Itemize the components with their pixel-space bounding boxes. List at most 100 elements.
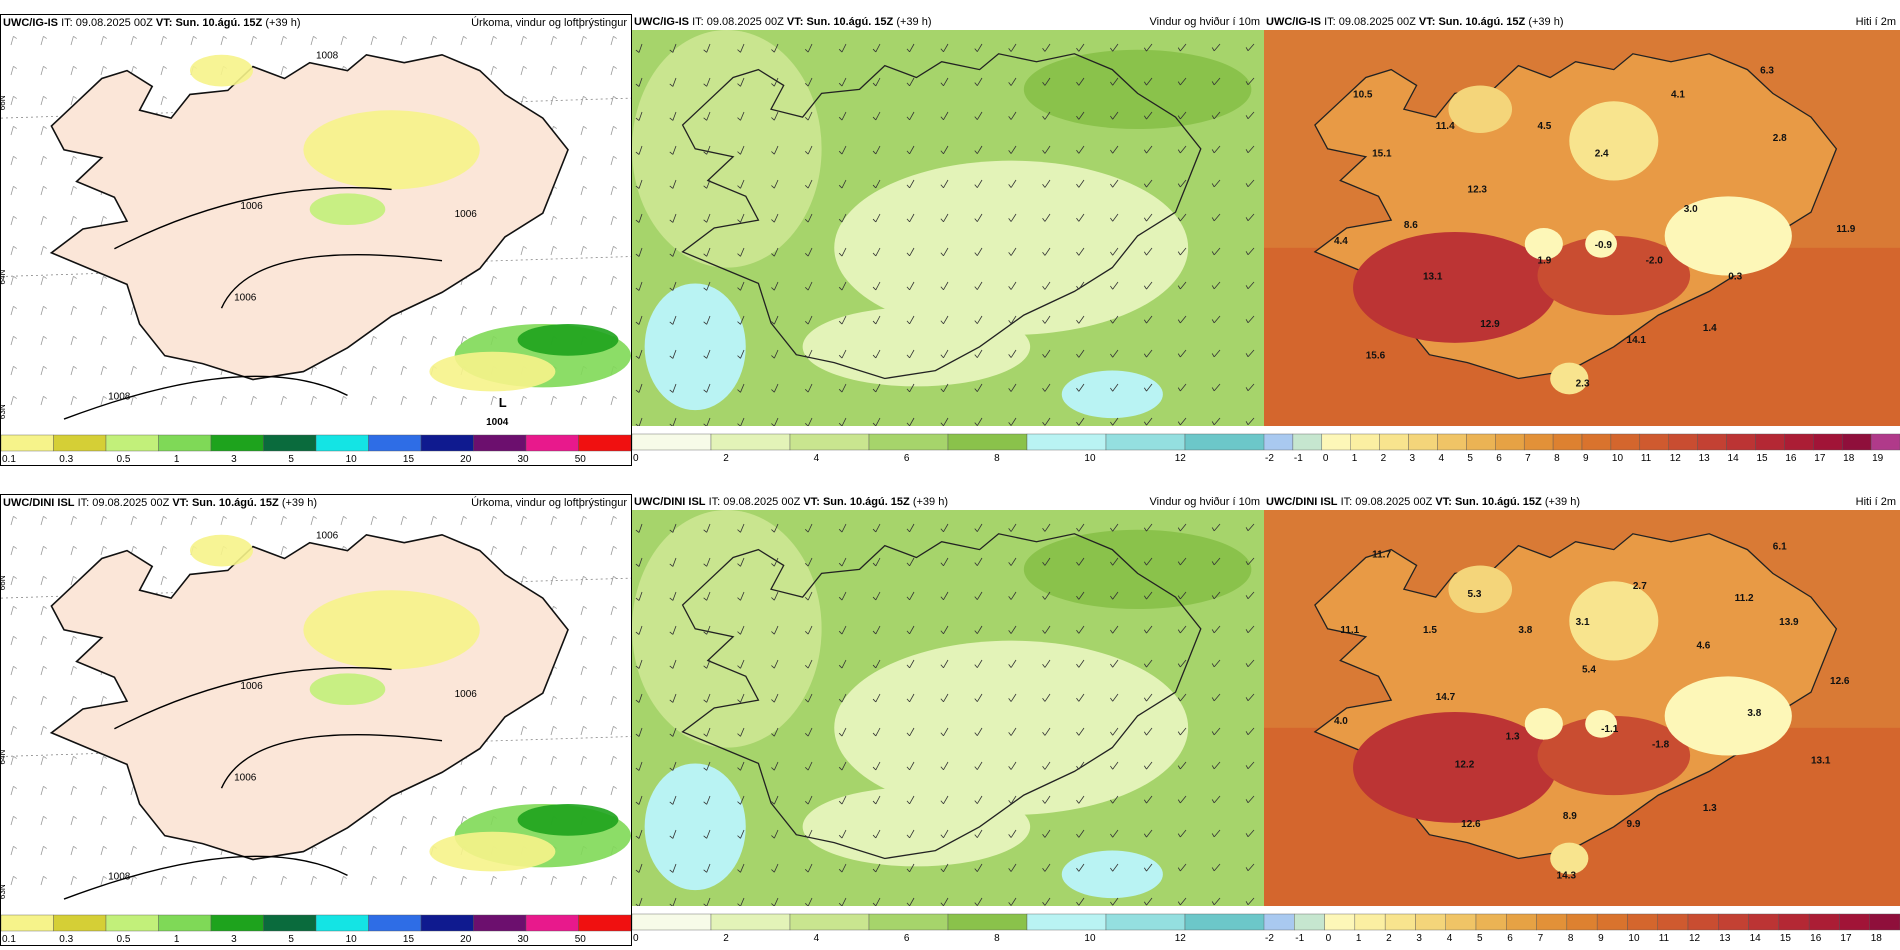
colorbar-swatch xyxy=(1415,913,1446,931)
wind-speed-area xyxy=(644,81,696,177)
colorbar-swatch xyxy=(1639,433,1669,451)
panel-title: Vindur og hviður í 10m xyxy=(1149,16,1260,28)
temp-value-label: 1.3 xyxy=(1703,803,1717,814)
colorbar-swatch xyxy=(1869,913,1900,931)
colorbar-tick-label: 30 xyxy=(517,934,529,945)
isobar-label: 1006 xyxy=(234,292,257,303)
colorbar-swatch xyxy=(947,913,1028,931)
colorbar-tick-label: 2 xyxy=(723,453,729,464)
temp-value-label: 5.3 xyxy=(1468,589,1482,600)
vt-prefix: VT: xyxy=(1418,16,1436,28)
temperature-area xyxy=(1537,715,1691,796)
isobar xyxy=(63,855,348,900)
colorbar-swatch xyxy=(1350,433,1380,451)
colorbar-swatch xyxy=(1324,913,1356,931)
colorbar-swatch xyxy=(315,434,369,452)
colorbar-swatch xyxy=(789,433,870,451)
colorbar-tick-label: 20 xyxy=(460,934,472,945)
vt-value: Sun. 10.ágú. 15Z xyxy=(806,16,894,28)
temp-map[interactable]: 11.7 6.1 5.3 2.7 11.2 13.9 11.1 1.5 3.8 3.1 4.6 5.4… xyxy=(1264,510,1900,906)
precip-area xyxy=(309,673,386,706)
colorbar-tick-label: 0 xyxy=(633,453,639,464)
colorbar-tick-label: 1 xyxy=(174,934,180,945)
precip-area xyxy=(517,804,619,836)
colorbar-swatch xyxy=(1105,913,1186,931)
wind-map[interactable] xyxy=(632,30,1264,426)
wind-speed-area xyxy=(644,763,746,891)
temp-value-label: 15.6 xyxy=(1366,351,1386,362)
temp-value-label: 13.1 xyxy=(1811,755,1831,766)
temp-value-label: 8.9 xyxy=(1563,811,1577,822)
it-value: 09.08.2025 00Z xyxy=(723,496,801,508)
colorbar-swatch xyxy=(1687,913,1719,931)
colorbar-swatch xyxy=(368,434,422,452)
colorbar-tick-label: 3 xyxy=(1416,933,1422,944)
lat-label: 66N xyxy=(1,95,7,110)
isobar-label: 1008 xyxy=(108,391,131,402)
colorbar-tick-label: -2 xyxy=(1265,453,1274,464)
colorbar-tick-label: 12 xyxy=(1689,933,1701,944)
precip-map[interactable]: 1008 1006 1006 1006 1008 L 1004 66N 64N 63N xyxy=(1,31,631,427)
temp-value-label: 12.2 xyxy=(1455,759,1475,770)
colorbar-tick-label: 50 xyxy=(575,454,587,465)
temperature-area xyxy=(1585,709,1617,738)
colorbar-tick-label: 1 xyxy=(1352,453,1358,464)
temperature-area xyxy=(1353,711,1557,823)
wind-speed-area xyxy=(1061,850,1163,899)
vt-prefix: VT: xyxy=(803,496,820,508)
iceland-outline xyxy=(681,533,1202,860)
temp-value-label: 11.1 xyxy=(1340,625,1359,636)
colorbar-tick-label: 9 xyxy=(1583,453,1589,464)
wind-speed-area xyxy=(802,787,1031,867)
colorbar-tick-label: 10 xyxy=(1612,453,1624,464)
colorbar-swatch xyxy=(158,434,212,452)
colorbar-swatch xyxy=(1668,433,1698,451)
temp-value-label: 5.4 xyxy=(1582,664,1596,675)
vt-prefix: VT: xyxy=(155,17,173,29)
colorbar-tick-label: 12 xyxy=(1175,453,1187,464)
colorbar-swatch xyxy=(1,434,54,452)
temp-value-label: 13.1 xyxy=(1423,271,1443,282)
temp-map[interactable]: 10.5 11.4 4.5 4.1 6.3 2.8 15.1 12.3 2.4 3.0 8.6 4.4… xyxy=(1264,30,1900,426)
it-prefix: IT: xyxy=(1324,16,1336,28)
precip-area xyxy=(190,54,253,87)
panel-title: Hiti í 2m xyxy=(1855,496,1896,508)
isobar-label: 1006 xyxy=(455,209,478,220)
temp-value-label: 4.1 xyxy=(1671,89,1685,100)
temp-panel-igis: UWC/IG-IS IT: 09.08.2025 00Z VT: Sun. 10… xyxy=(1264,14,1900,466)
wind-barbs xyxy=(635,43,1255,426)
vt-prefix: VT: xyxy=(1435,496,1452,508)
colorbar-tick-label: -2 xyxy=(1265,933,1274,944)
colorbar-tick-label: 14 xyxy=(1728,453,1740,464)
temp-value-label: 3.8 xyxy=(1747,708,1761,719)
colorbar-tick-label: 0 xyxy=(1326,933,1332,944)
wind-map[interactable] xyxy=(632,510,1264,906)
colorbar-swatch xyxy=(105,914,159,932)
colorbar-tick-label: 10 xyxy=(346,934,358,945)
isobar-label: 1008 xyxy=(108,871,131,882)
colorbar-tick-label: 5 xyxy=(1477,933,1483,944)
colorbar-tick-label: 8 xyxy=(1554,453,1560,464)
panel-header: UWC/DINI ISL IT: 09.08.2025 00Z VT: Sun.… xyxy=(1,495,631,511)
panel-header: UWC/DINI ISL IT: 09.08.2025 00Z VT: Sun.… xyxy=(1264,494,1900,510)
colorbar-tick-label: 1 xyxy=(1356,933,1362,944)
panel-title: Vindur og hviður í 10m xyxy=(1149,496,1260,508)
colorbar-tick-label: 10 xyxy=(346,454,358,465)
colorbar-tick-label: -1 xyxy=(1294,453,1303,464)
vt-value: Sun. 10.ágú. 15Z xyxy=(1438,16,1526,28)
temp-panel-dini: UWC/DINI ISL IT: 09.08.2025 00Z VT: Sun.… xyxy=(1264,494,1900,946)
colorbar-tick-label: 11 xyxy=(1641,453,1652,464)
precip-map[interactable]: 1006 1006 1006 1006 1008 66N 64N 63N xyxy=(1,511,631,907)
temperature-area xyxy=(1353,231,1557,343)
precip-colorbar: 0.1 0.3 0.5 1 3 5 10 15 20 30 50 xyxy=(1,914,631,945)
colorbar-swatch xyxy=(263,914,317,932)
temperature-area xyxy=(1537,235,1691,316)
colorbar-swatch xyxy=(1184,433,1264,451)
colorbar-swatch xyxy=(1610,433,1641,451)
colorbar-swatch xyxy=(1105,433,1186,451)
it-value: 09.08.2025 00Z xyxy=(706,16,784,28)
colorbar-tick-label: 16 xyxy=(1785,453,1797,464)
colorbar-swatch xyxy=(1839,913,1870,931)
temp-value-label: 2.7 xyxy=(1633,581,1647,592)
temp-value-label: 11.7 xyxy=(1372,550,1391,561)
